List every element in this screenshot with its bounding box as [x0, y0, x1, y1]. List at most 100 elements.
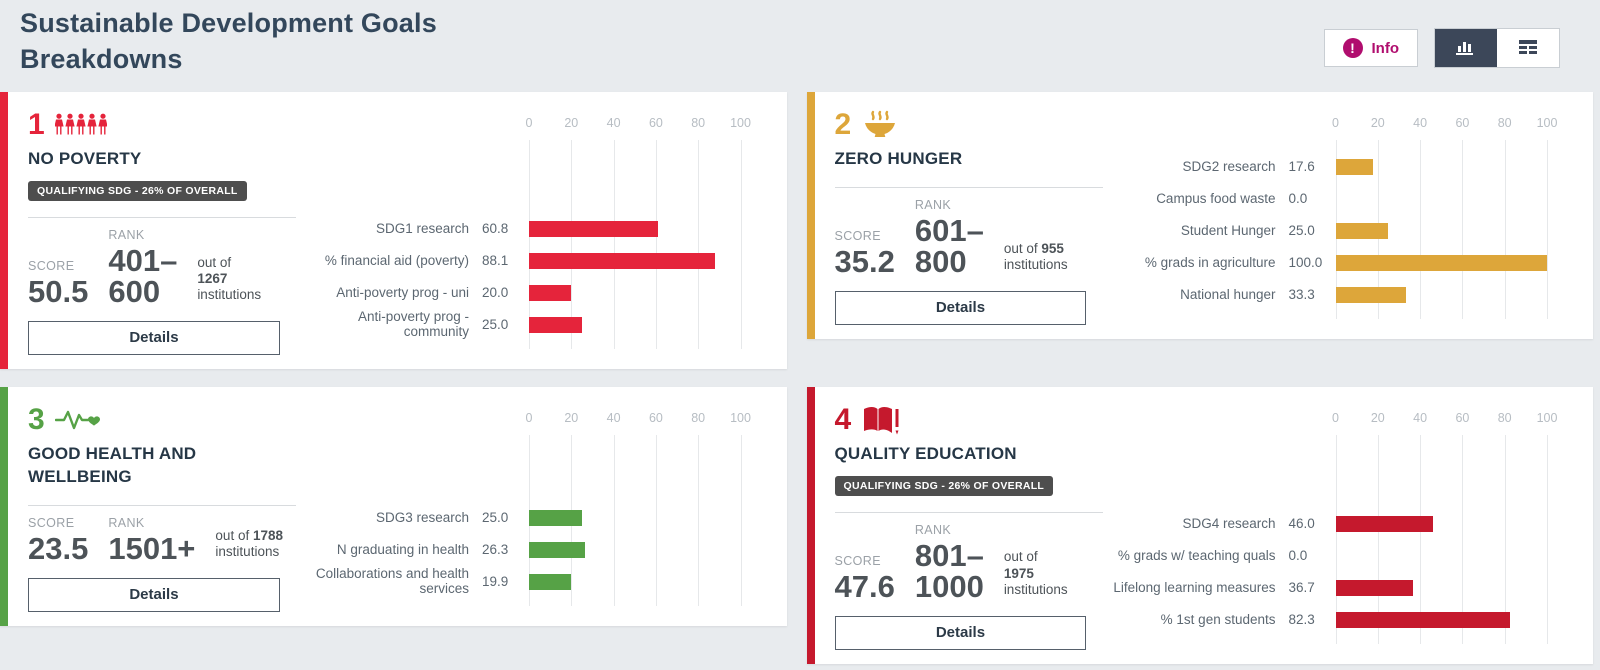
metric-row: Student Hunger 25.0: [1103, 215, 1328, 247]
sdg-cards-grid: 1 NO POVERTY QUALIFYING SDG - 26% OF OVE…: [0, 92, 1593, 664]
qualifying-sdg-badge: QUALIFYING SDG - 26% OF OVERALL: [834, 475, 1054, 496]
exclamation-icon: !: [1342, 38, 1363, 58]
axis-tick: 20: [1370, 410, 1385, 425]
score-stat: SCORE 50.5: [28, 259, 88, 307]
bars-container: [529, 502, 741, 598]
metric-label: National hunger: [1180, 286, 1276, 302]
bar-row: [529, 213, 741, 245]
chart-labels-column: SDG1 research 60.8 % financial aid (povert…: [296, 108, 521, 355]
score-stat: SCORE 47.6: [835, 554, 895, 602]
rank-label: RANK: [914, 522, 952, 537]
divider: [834, 186, 1103, 188]
gridline: [1504, 434, 1506, 644]
metric-row: Anti-poverty prog - uni 20.0: [296, 277, 521, 309]
bar: [529, 284, 572, 301]
metric-value: 100.0: [1288, 255, 1323, 271]
gridline: [613, 434, 615, 606]
bar-row: [529, 245, 741, 277]
rank-label: RANK: [914, 197, 952, 212]
axis-tick: 80: [1497, 116, 1512, 130]
divider: [28, 504, 296, 506]
bar: [1335, 286, 1406, 303]
metric-label: Anti-poverty prog - community: [357, 309, 469, 339]
metric-value: 25.0: [482, 317, 509, 333]
axis-tick: 80: [691, 410, 706, 425]
sdg-bar-chart: SDG1 research 60.8 % financial aid (povert…: [296, 108, 765, 355]
metric-label: Student Hunger: [1180, 222, 1276, 238]
chart-plot-area: 0 20 40 60 80 100: [526, 403, 751, 612]
bar-row: [1336, 540, 1548, 572]
details-button[interactable]: Details: [28, 577, 280, 612]
divider: [28, 216, 296, 218]
metric-label: Campus food waste: [1156, 190, 1276, 206]
view-toggle-table-button[interactable]: [1497, 29, 1559, 67]
page-header: Sustainable Development Goals Breakdowns…: [0, 0, 1600, 92]
gridline: [1547, 434, 1548, 644]
metric-label: SDG4 research: [1182, 515, 1276, 531]
details-button[interactable]: Details: [834, 290, 1087, 325]
gridline: [740, 434, 742, 606]
gridline: [1462, 140, 1464, 319]
gridline: [1504, 140, 1506, 319]
info-button[interactable]: ! Info: [1323, 29, 1418, 67]
bar-row: [529, 277, 741, 309]
bar: [529, 541, 585, 558]
bar: [529, 316, 582, 333]
bar-row: [1335, 247, 1547, 279]
score-label: SCORE: [28, 515, 75, 530]
axis-tick: 0: [1332, 116, 1339, 130]
rank-value: 1501+: [108, 530, 196, 566]
rank-stat: RANK 601– 800: [915, 198, 984, 277]
out-of-institutions: out of 1788 institutions: [215, 527, 283, 560]
metric-value: 0.0: [1288, 191, 1308, 207]
metric-row: SDG4 research 46.0: [1103, 508, 1328, 540]
axis-tick: 60: [648, 410, 663, 425]
institutions-count: 1788: [252, 527, 283, 543]
sdg-card-info-panel: 2 ZERO HUNGER SCORE 35.2 RANK 601– 800 o…: [834, 108, 1103, 325]
axis-tick: 100: [1536, 116, 1558, 130]
bar-row: [529, 309, 741, 341]
score-value: 35.2: [834, 243, 895, 279]
metric-row: Campus food waste 0.0: [1103, 183, 1328, 215]
axis-tick: 100: [730, 410, 751, 425]
chart-labels-column: SDG3 research 25.0 N graduating in health 2…: [296, 403, 521, 612]
rank-stat: RANK 401– 600: [108, 228, 177, 307]
sdg-bar-chart: SDG3 research 25.0 N graduating in health 2…: [296, 403, 765, 612]
rank-value: 401– 600: [108, 242, 178, 309]
metric-row: % 1st gen students 82.3: [1103, 604, 1328, 636]
sdg-card-3: 3 GOOD HEALTH AND WELLBEING SCORE 23.5 R…: [0, 386, 787, 626]
metric-value: 33.3: [1288, 287, 1315, 303]
rank-stat: RANK 801– 1000: [915, 523, 984, 602]
chart-labels-column: SDG2 research 17.6 Campus food waste 0.0 Stu…: [1103, 108, 1328, 325]
metric-value: 25.0: [482, 510, 509, 526]
gridline: [1335, 434, 1337, 644]
rank-value: 601– 800: [914, 212, 984, 279]
axis-tick: 40: [606, 116, 621, 130]
axis-tick: 20: [1370, 116, 1385, 130]
metric-row: Lifelong learning measures 36.7: [1103, 572, 1328, 604]
bar-chart-icon: [1455, 38, 1477, 59]
gridline: [1420, 434, 1422, 644]
metric-row: SDG2 research 17.6: [1103, 151, 1328, 183]
page-title: Sustainable Development Goals Breakdowns: [20, 8, 437, 74]
details-button[interactable]: Details: [28, 320, 280, 355]
view-toggle-chart-button[interactable]: [1435, 29, 1497, 67]
gridline: [740, 140, 742, 349]
axis-tick: 40: [1413, 116, 1428, 130]
qualifying-sdg-badge: QUALIFYING SDG - 26% OF OVERALL: [28, 180, 247, 201]
bar-row: [1335, 572, 1548, 604]
score-rank-stats: SCORE 35.2 RANK 601– 800 out of 955 insti…: [835, 198, 1103, 277]
axis-tick: 60: [648, 116, 663, 130]
score-label: SCORE: [834, 228, 881, 243]
bars-container: [529, 213, 741, 341]
metric-row: SDG3 research 25.0: [296, 502, 521, 534]
out-of-institutions: out of 1267 institutions: [197, 254, 262, 303]
gridline: [1420, 140, 1422, 319]
score-value: 50.5: [28, 273, 89, 309]
gridline: [529, 140, 530, 349]
bar: [1335, 611, 1510, 628]
axis-tick: 80: [1497, 410, 1512, 425]
sdg-bar-chart: SDG2 research 17.6 Campus food waste 0.0 Stu…: [1103, 108, 1572, 325]
details-button[interactable]: Details: [834, 615, 1087, 650]
gridline: [1462, 434, 1464, 644]
